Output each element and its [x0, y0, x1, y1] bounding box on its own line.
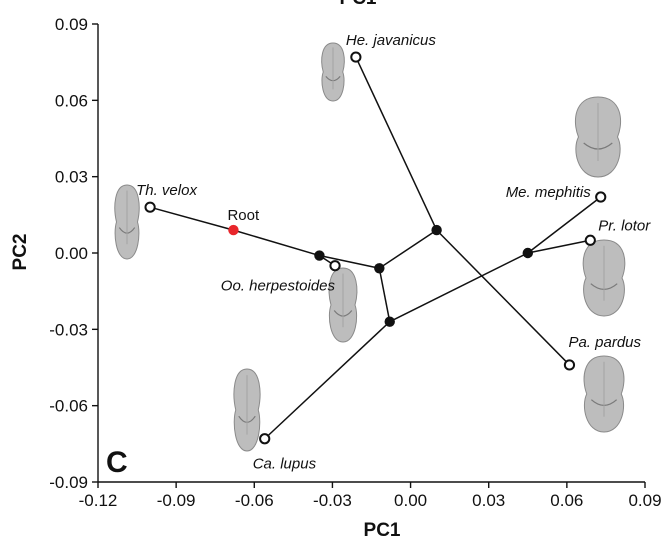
y-tick-label: -0.09 — [49, 473, 88, 492]
tip-point-me-mephitis — [595, 191, 607, 203]
edge-n1-to-n2 — [319, 254, 380, 270]
tip-label-th-velox: Th. velox — [136, 182, 197, 199]
skull-icon-oo-herpestoides — [328, 267, 358, 343]
point-labels: He. javanicus Th. velox Oo. herpestoides Me… — [136, 32, 651, 473]
axes: -0.12 -0.09 -0.06 -0.03 0.00 0.03 0.06 0.09-0.0… — [49, 15, 661, 510]
x-tick-label: 0.06 — [550, 491, 583, 510]
skull-icon-th-velox — [114, 184, 140, 260]
skull-icon-me-mephitis — [574, 96, 622, 178]
x-tick-label: -0.12 — [79, 491, 118, 510]
internal-node-point — [314, 250, 325, 261]
y-tick-label: 0.00 — [55, 244, 88, 263]
skull-icon-ca-lupus — [233, 368, 261, 452]
tip-label-pa-pardus: Pa. pardus — [568, 334, 641, 351]
skull-icon-he-javanicus — [321, 42, 345, 102]
x-tick-label: 0.03 — [472, 491, 505, 510]
y-tick-label: 0.06 — [55, 91, 88, 110]
x-tick-label: 0.00 — [394, 491, 427, 510]
edge-n4-to-pa-pardus — [436, 229, 570, 366]
y-axis-title: PC2 — [10, 234, 31, 271]
x-tick-label: -0.09 — [157, 491, 196, 510]
tree-edges — [149, 56, 602, 440]
tip-point-he-javanicus — [350, 51, 362, 63]
tip-point-pr-lotor — [584, 234, 596, 246]
data-points — [144, 51, 607, 445]
root-label: Root — [227, 207, 260, 224]
edge-root-to-n1 — [233, 229, 320, 257]
y-tick-label: 0.09 — [55, 15, 88, 34]
x-tick-label: -0.03 — [313, 491, 352, 510]
edge-n2-to-n4 — [378, 229, 438, 269]
tip-point-ca-lupus — [259, 433, 271, 445]
skull-icon-pa-pardus — [583, 355, 625, 433]
y-tick-label: -0.03 — [49, 320, 88, 339]
edge-n5-to-pr-lotor — [527, 239, 591, 254]
x-tick-label: -0.06 — [235, 491, 274, 510]
edge-n5-to-me-mephitis — [527, 196, 602, 254]
edge-n3-to-n5 — [389, 252, 529, 323]
tip-label-oo-herpestoides: Oo. herpestoides — [221, 278, 336, 295]
x-axis-title: PC1 — [364, 520, 401, 541]
internal-node-point — [374, 263, 385, 274]
edge-n4-to-he-javanicus — [355, 56, 438, 231]
skull-icon-pr-lotor — [582, 239, 626, 317]
y-tick-label: -0.06 — [49, 397, 88, 416]
panel-letter: C — [106, 446, 128, 479]
edge-n3-to-ca-lupus — [264, 321, 391, 440]
internal-node-point — [522, 247, 533, 259]
y-tick-label: 0.03 — [55, 168, 88, 187]
tip-label-pr-lotor: Pr. lotor — [598, 217, 651, 234]
tip-label-ca-lupus: Ca. lupus — [253, 456, 317, 473]
root-point — [228, 224, 239, 236]
tip-point-pa-pardus — [563, 359, 576, 371]
edge-n2-to-n3 — [378, 268, 391, 322]
edge-root-to-th-velox — [149, 206, 234, 231]
tip-point-th-velox — [144, 201, 156, 213]
tip-label-me-mephitis: Me. mephitis — [506, 184, 592, 201]
internal-node-point — [431, 224, 442, 236]
tip-label-he-javanicus: He. javanicus — [346, 32, 437, 49]
tip-point-oo-herpestoides — [329, 260, 341, 272]
x-tick-label: 0.09 — [628, 491, 661, 510]
internal-node-point — [384, 316, 395, 327]
skull-illustrations — [114, 42, 626, 452]
chart-title: PC1 — [340, 0, 377, 9]
